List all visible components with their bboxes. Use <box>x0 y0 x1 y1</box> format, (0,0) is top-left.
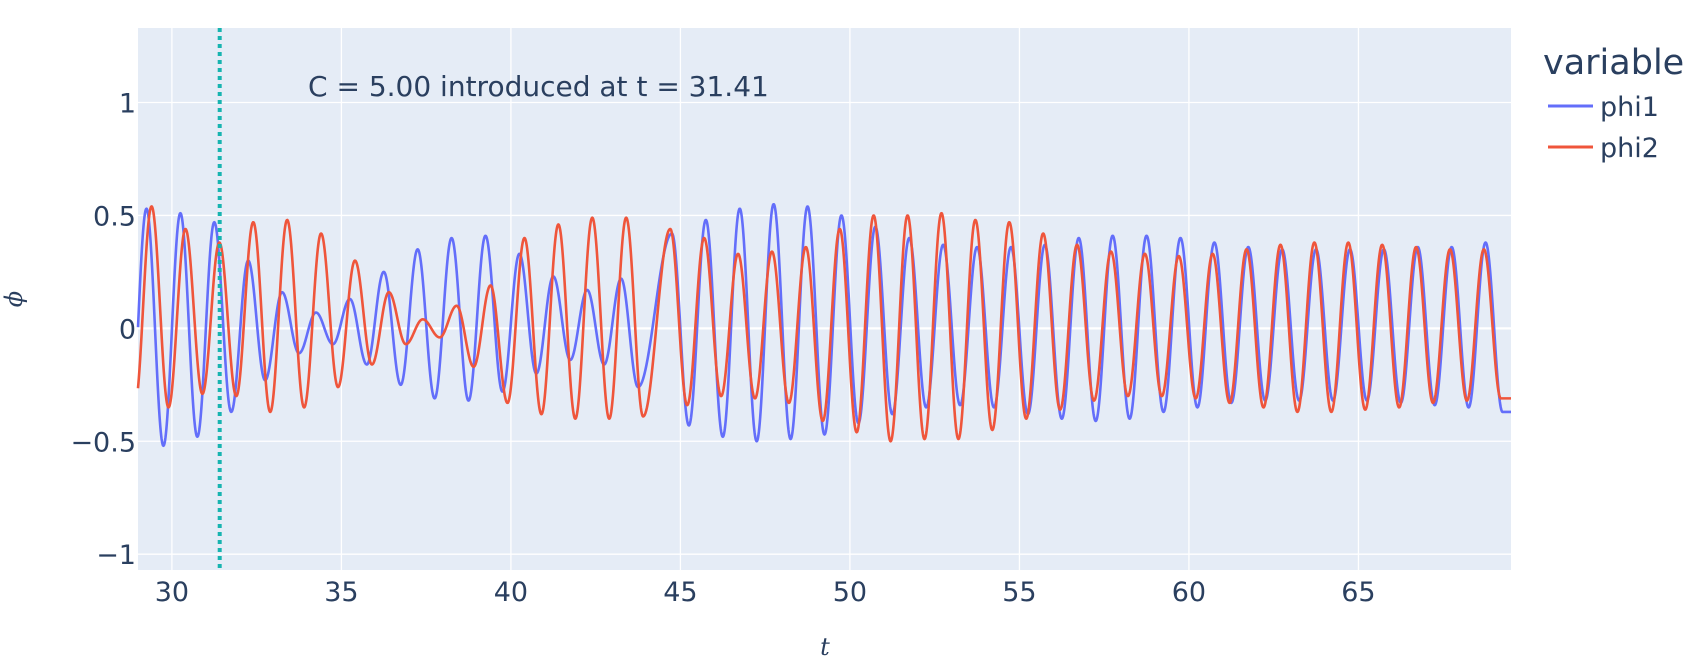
y-tick-label: −1 <box>96 540 136 571</box>
y-tick-labels: −1 −0.5 0 0.5 1 <box>70 89 136 572</box>
plot-background <box>138 28 1511 570</box>
series-lines <box>136 202 1512 448</box>
x-tick-label: 45 <box>663 577 697 608</box>
event-annotation: C = 5.00 introduced at t = 31.41 <box>308 70 769 103</box>
legend-label-phi1: phi1 <box>1600 92 1659 123</box>
legend-item-phi1[interactable]: phi1 <box>1548 92 1659 123</box>
y-tick-label: 0 <box>119 314 136 345</box>
legend[interactable]: variable phi1 phi2 <box>1543 43 1684 164</box>
legend-item-phi2[interactable]: phi2 <box>1548 133 1659 164</box>
y-tick-label: −0.5 <box>70 427 136 458</box>
x-axis-title: t <box>820 633 830 661</box>
x-tick-label: 30 <box>155 577 189 608</box>
x-tick-label: 50 <box>833 577 867 608</box>
x-tick-label: 40 <box>494 577 528 608</box>
x-tick-label: 55 <box>1002 577 1036 608</box>
series-line-phi2 <box>136 205 1512 443</box>
y-tick-label: 0.5 <box>93 201 136 232</box>
legend-label-phi2: phi2 <box>1600 133 1659 164</box>
x-tick-label: 60 <box>1172 577 1206 608</box>
x-tick-label: 65 <box>1341 577 1375 608</box>
y-tick-label: 1 <box>119 89 136 120</box>
x-tick-labels: 30 35 40 45 50 55 60 65 <box>155 577 1376 608</box>
x-tick-label: 35 <box>324 577 358 608</box>
y-axis-title: ϕ <box>0 291 28 307</box>
legend-title: variable <box>1543 43 1684 83</box>
